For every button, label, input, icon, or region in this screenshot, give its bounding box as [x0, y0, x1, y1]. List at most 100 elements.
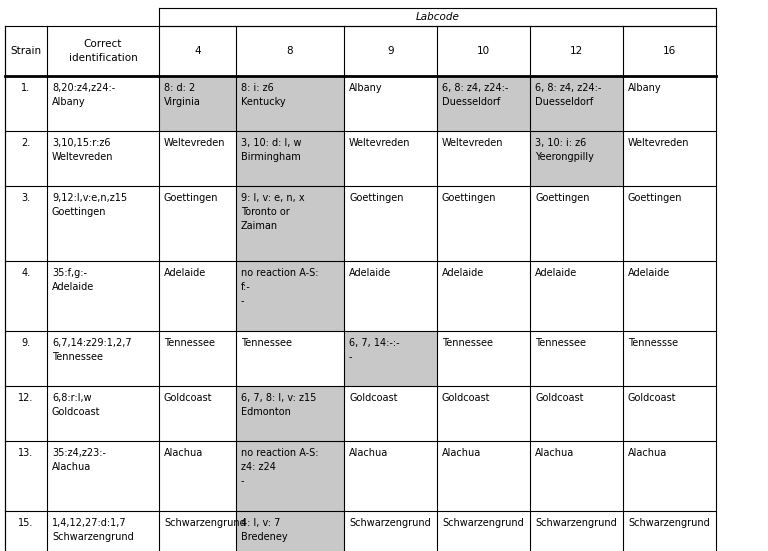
- Bar: [437, 441, 530, 511]
- Text: Tennessee: Tennessee: [442, 338, 493, 348]
- Bar: [623, 331, 716, 386]
- Bar: [5, 131, 47, 186]
- Text: Tennessee: Tennessee: [535, 338, 586, 348]
- Bar: [236, 76, 344, 131]
- Text: Adelaide: Adelaide: [442, 268, 485, 278]
- Bar: [5, 331, 47, 386]
- Text: Adelaide: Adelaide: [164, 268, 207, 278]
- Text: Correct
identification: Correct identification: [68, 40, 137, 63]
- Text: Goettingen: Goettingen: [164, 193, 219, 203]
- Bar: [623, 386, 716, 441]
- Text: 35:z4,z23:-
Alachua: 35:z4,z23:- Alachua: [52, 448, 106, 472]
- Text: 6,8:r:l,w
Goldcoast: 6,8:r:l,w Goldcoast: [52, 393, 101, 417]
- Text: Tennessee: Tennessee: [164, 338, 215, 348]
- Text: Alachua: Alachua: [628, 448, 667, 458]
- Bar: [159, 386, 236, 441]
- Bar: [437, 26, 530, 76]
- Bar: [47, 186, 159, 261]
- Bar: [344, 26, 437, 76]
- Bar: [5, 261, 47, 331]
- Text: Tennessse: Tennessse: [628, 338, 678, 348]
- Text: Alachua: Alachua: [442, 448, 482, 458]
- Bar: [437, 76, 530, 131]
- Bar: [344, 76, 437, 131]
- Bar: [47, 76, 159, 131]
- Text: Goldcoast: Goldcoast: [535, 393, 584, 403]
- Bar: [159, 441, 236, 511]
- Text: Strain: Strain: [11, 46, 41, 56]
- Text: 9,12:l,v:e,n,z15
Goettingen: 9,12:l,v:e,n,z15 Goettingen: [52, 193, 127, 217]
- Bar: [623, 76, 716, 131]
- Bar: [159, 511, 236, 551]
- Text: Adelaide: Adelaide: [628, 268, 670, 278]
- Text: Tennessee: Tennessee: [241, 338, 292, 348]
- Bar: [437, 261, 530, 331]
- Bar: [344, 131, 437, 186]
- Bar: [530, 441, 623, 511]
- Text: 9: l, v: e, n, x
Toronto or
Zaiman: 9: l, v: e, n, x Toronto or Zaiman: [241, 193, 305, 231]
- Bar: [5, 386, 47, 441]
- Text: Alachua: Alachua: [535, 448, 574, 458]
- Text: 1,4,12,27:d:1,7
Schwarzengrund: 1,4,12,27:d:1,7 Schwarzengrund: [52, 518, 134, 542]
- Text: 3, 10: d: l, w
Birmingham: 3, 10: d: l, w Birmingham: [241, 138, 302, 162]
- Text: no reaction A-S:
z4: z24
-: no reaction A-S: z4: z24 -: [241, 448, 319, 486]
- Text: 9: 9: [387, 46, 394, 56]
- Text: Schwarzengrund: Schwarzengrund: [164, 518, 246, 528]
- Text: 8: i: z6
Kentucky: 8: i: z6 Kentucky: [241, 83, 286, 107]
- Bar: [623, 511, 716, 551]
- Text: 9.: 9.: [22, 338, 31, 348]
- Text: 3,10,15:r:z6
Weltevreden: 3,10,15:r:z6 Weltevreden: [52, 138, 114, 162]
- Bar: [47, 386, 159, 441]
- Text: Schwarzengrund: Schwarzengrund: [442, 518, 524, 528]
- Text: 3.: 3.: [22, 193, 31, 203]
- Bar: [623, 441, 716, 511]
- Bar: [47, 26, 159, 76]
- Text: 13.: 13.: [18, 448, 34, 458]
- Text: Goettingen: Goettingen: [535, 193, 590, 203]
- Text: Labcode: Labcode: [415, 12, 459, 22]
- Bar: [623, 131, 716, 186]
- Text: Schwarzengrund: Schwarzengrund: [535, 518, 617, 528]
- Bar: [530, 76, 623, 131]
- Text: Adelaide: Adelaide: [349, 268, 391, 278]
- Bar: [236, 331, 344, 386]
- Bar: [623, 186, 716, 261]
- Text: Goldcoast: Goldcoast: [164, 393, 213, 403]
- Bar: [159, 186, 236, 261]
- Bar: [530, 386, 623, 441]
- Text: 4: l, v: 7
Bredeney: 4: l, v: 7 Bredeney: [241, 518, 288, 542]
- Bar: [344, 386, 437, 441]
- Text: 15.: 15.: [18, 518, 34, 528]
- Text: Goldcoast: Goldcoast: [349, 393, 398, 403]
- Text: 16: 16: [663, 46, 676, 56]
- Text: 12.: 12.: [18, 393, 34, 403]
- Text: Schwarzengrund: Schwarzengrund: [628, 518, 710, 528]
- Bar: [344, 261, 437, 331]
- Bar: [437, 331, 530, 386]
- Bar: [344, 511, 437, 551]
- Bar: [530, 331, 623, 386]
- Bar: [236, 26, 344, 76]
- Bar: [344, 441, 437, 511]
- Text: Weltevreden: Weltevreden: [164, 138, 226, 148]
- Text: 35:f,g:-
Adelaide: 35:f,g:- Adelaide: [52, 268, 94, 292]
- Bar: [530, 26, 623, 76]
- Text: Adelaide: Adelaide: [535, 268, 578, 278]
- Bar: [530, 261, 623, 331]
- Text: Weltevreden: Weltevreden: [349, 138, 411, 148]
- Bar: [530, 131, 623, 186]
- Text: 6, 7, 14:-:-
-: 6, 7, 14:-:- -: [349, 338, 399, 362]
- Text: Goldcoast: Goldcoast: [442, 393, 491, 403]
- Bar: [236, 186, 344, 261]
- Bar: [159, 331, 236, 386]
- Bar: [437, 386, 530, 441]
- Text: Weltevreden: Weltevreden: [442, 138, 504, 148]
- Bar: [437, 131, 530, 186]
- Bar: [159, 131, 236, 186]
- Text: 6, 8: z4, z24:-
Duesseldorf: 6, 8: z4, z24:- Duesseldorf: [442, 83, 508, 107]
- Bar: [159, 261, 236, 331]
- Text: Goettingen: Goettingen: [442, 193, 496, 203]
- Bar: [236, 131, 344, 186]
- Bar: [5, 186, 47, 261]
- Text: 10: 10: [477, 46, 490, 56]
